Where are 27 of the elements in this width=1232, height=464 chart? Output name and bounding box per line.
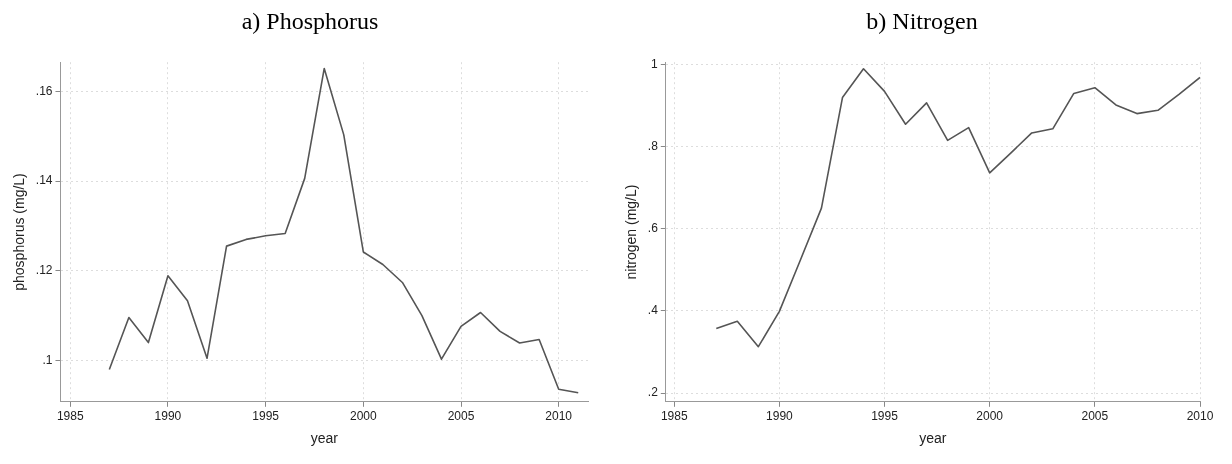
x-tick-label: 2010: [545, 409, 573, 424]
x-tick-label: 2005: [1081, 409, 1109, 424]
y-tick-label: .2: [647, 385, 659, 400]
x-tick-label: 2000: [976, 409, 1004, 424]
x-tick-label: 2010: [1186, 409, 1214, 424]
x-tick-label: 1985: [56, 409, 84, 424]
y-tick-label: .14: [35, 173, 53, 188]
x-tick-label: 1990: [154, 409, 182, 424]
chart-title: b) Nitrogen: [865, 8, 979, 36]
x-tick-label: 1985: [660, 409, 688, 424]
y-axis-title: nitrogen (mg/L): [623, 184, 640, 280]
x-axis-title: year: [919, 430, 947, 447]
y-tick-label: .16: [35, 83, 53, 98]
x-tick-label: 1995: [871, 409, 899, 424]
x-tick-label: 1995: [252, 409, 280, 424]
x-tick-label: 1990: [766, 409, 794, 424]
y-tick-label: 1: [651, 56, 659, 71]
x-tick-label: 2005: [447, 409, 475, 424]
y-tick-label: .6: [647, 221, 659, 236]
y-tick-label: .1: [42, 352, 53, 367]
chart-title: a) Phosphorus: [240, 8, 380, 36]
y-axis-title: phosphorus (mg/L): [11, 173, 28, 291]
x-tick-label: 2000: [349, 409, 377, 424]
y-tick-label: .4: [647, 303, 659, 318]
x-axis-title: year: [310, 430, 339, 447]
y-tick-label: .12: [35, 263, 53, 278]
y-tick-label: .8: [647, 138, 659, 153]
